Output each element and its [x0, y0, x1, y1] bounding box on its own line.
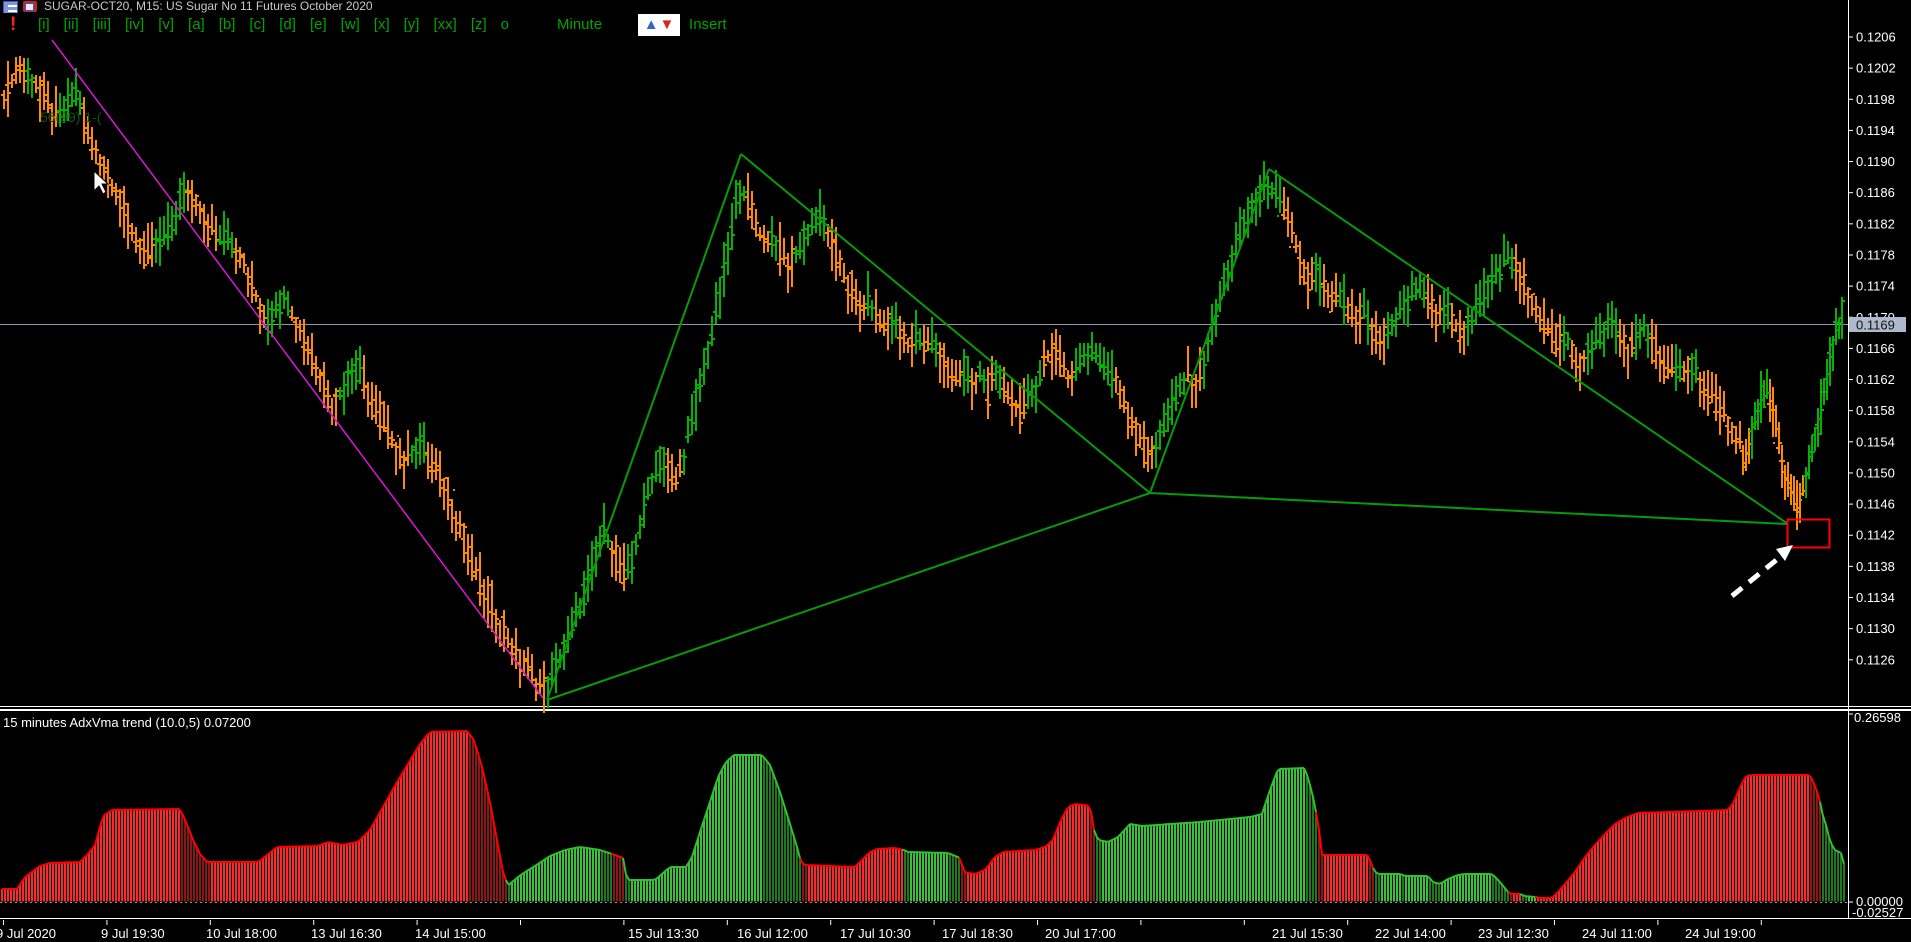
indicator-min-value: -0.02527 — [1852, 905, 1903, 920]
elliott-wave-labels: [i] [ii] [iii] [iv] [v] [a] [b] [c] [d] [e] [w] [x]… — [38, 16, 509, 33]
elliott-wave-label[interactable]: [ii] — [63, 16, 79, 33]
time-label: 16 Jul 12:00 — [737, 926, 808, 941]
svg-text:0.1158: 0.1158 — [1856, 403, 1895, 418]
zigzag-1-up — [546, 153, 742, 701]
svg-text:0.1190: 0.1190 — [1856, 154, 1895, 169]
elliott-wave-label[interactable]: [x] — [373, 16, 390, 33]
time-label: 20 Jul 17:00 — [1045, 926, 1116, 941]
elliott-wave-label[interactable]: [w] — [340, 16, 360, 33]
svg-text:0.1146: 0.1146 — [1856, 497, 1895, 512]
elliott-wave-label[interactable]: [v] — [158, 16, 175, 33]
elliott-wave-label[interactable]: [b] — [218, 16, 236, 33]
buy-sell-arrows-icon[interactable]: ▲ ▼ — [638, 13, 681, 36]
time-label: 17 Jul 18:30 — [942, 926, 1013, 941]
indicator-max-value: 0.26598 — [1854, 710, 1901, 725]
zigzag-2-down — [1268, 168, 1789, 525]
svg-text:0.1142: 0.1142 — [1856, 528, 1895, 543]
svg-text:0.1166: 0.1166 — [1856, 341, 1895, 356]
annotations[interactable]: 56(99) 1-( — [40, 109, 1831, 598]
svg-text:0.1202: 0.1202 — [1856, 61, 1896, 76]
current-price-value: 0.1169 — [1856, 318, 1895, 333]
time-label: 13 Jul 16:30 — [311, 926, 382, 941]
elliott-wave-label[interactable]: o — [500, 16, 510, 33]
downtrend-magenta — [51, 39, 544, 699]
elliott-wave-label[interactable]: [y] — [403, 16, 420, 33]
triangle-1-base — [546, 492, 1151, 701]
timeframe-label[interactable]: Minute — [557, 16, 603, 33]
dim-annotation-text: 56(99) 1-( — [40, 109, 102, 125]
mouse-cursor — [93, 169, 110, 195]
elliott-wave-label[interactable]: [a] — [188, 16, 205, 33]
indicator-panel[interactable]: 15 minutes AdxVma trend (10.0,5) 0.07200… — [0, 710, 1903, 920]
elliott-wave-label[interactable]: [iii] — [92, 16, 112, 33]
elliott-wave-label[interactable]: [e] — [309, 16, 327, 33]
svg-text:0.1162: 0.1162 — [1856, 372, 1895, 387]
elliott-wave-label[interactable]: [d] — [279, 16, 296, 33]
svg-text:0.1178: 0.1178 — [1856, 247, 1895, 262]
svg-text:0.1198: 0.1198 — [1856, 92, 1895, 107]
insert-menu-label[interactable]: Insert — [689, 16, 727, 33]
svg-text:0.1174: 0.1174 — [1856, 279, 1895, 294]
svg-text:0.1134: 0.1134 — [1856, 590, 1895, 605]
current-price-badge — [1849, 317, 1906, 332]
window-title: SUGAR-OCT20, M15: US Sugar No 11 Futures… — [44, 0, 373, 13]
up-arrow-icon: ▲ — [643, 16, 659, 33]
triangle-2-base — [1149, 492, 1788, 525]
time-label: 15 Jul 13:30 — [628, 926, 699, 941]
elliott-toolbar: ! [i] [ii] [iii] [iv] [v] [a] [b] [c] [d] [e] [w][… — [0, 12, 727, 37]
arrowhead — [1776, 545, 1793, 561]
elliott-wave-label[interactable]: [c] — [249, 16, 266, 33]
time-label: 23 Jul 12:30 — [1478, 926, 1549, 941]
svg-text:0.1150: 0.1150 — [1856, 465, 1895, 480]
time-label: 24 Jul 19:00 — [1685, 926, 1756, 941]
svg-text:0.1194: 0.1194 — [1856, 123, 1895, 138]
time-label: 21 Jul 15:30 — [1272, 926, 1343, 941]
spreadsheet-icon — [3, 1, 18, 13]
elliott-wave-label[interactable]: [xx] — [433, 16, 457, 33]
highlight-box — [1786, 518, 1831, 549]
indicator-zero-value: 0.00000 — [1856, 894, 1903, 909]
time-axis[interactable]: 9 Jul 2020 9 Jul 19:30 10 Jul 18:00 13 Jul … — [0, 920, 1762, 941]
zigzag-2-up — [1149, 168, 1270, 494]
indicator-label: 15 minutes AdxVma trend (10.0,5) 0.07200 — [3, 715, 251, 730]
time-label: 14 Jul 15:00 — [415, 926, 486, 941]
chart-app-icon — [23, 1, 37, 12]
time-label: 22 Jul 14:00 — [1375, 926, 1446, 941]
svg-text:0.1186: 0.1186 — [1856, 185, 1895, 200]
elliott-wave-label[interactable]: [z] — [470, 16, 487, 33]
svg-text:0.1206: 0.1206 — [1856, 30, 1896, 45]
time-label: 10 Jul 18:00 — [206, 926, 277, 941]
svg-text:0.1182: 0.1182 — [1856, 216, 1895, 231]
dashed-arrow — [1730, 555, 1782, 598]
zigzag-1-down — [740, 153, 1151, 494]
chart-frame — [0, 0, 1911, 919]
price-axis[interactable]: 0.1206 0.1202 0.1198 0.1194 0.1190 0.1186 0.11… — [1848, 30, 1906, 668]
elliott-wave-label[interactable]: [iv] — [125, 16, 145, 33]
svg-text:0.1154: 0.1154 — [1856, 434, 1895, 449]
time-label: 24 Jul 11:00 — [1582, 926, 1652, 941]
svg-text:0.1138: 0.1138 — [1856, 559, 1895, 574]
trend-lines[interactable] — [51, 39, 1789, 701]
time-label: 9 Jul 2020 — [0, 926, 56, 941]
time-label: 9 Jul 19:30 — [101, 926, 165, 941]
svg-text:0.1126: 0.1126 — [1856, 652, 1895, 667]
alert-icon: ! — [10, 13, 17, 35]
svg-text:0.1130: 0.1130 — [1856, 621, 1895, 636]
down-arrow-icon: ▼ — [659, 16, 675, 33]
window-titlebar: SUGAR-OCT20, M15: US Sugar No 11 Futures… — [0, 0, 1911, 13]
time-label: 17 Jul 10:30 — [840, 926, 911, 941]
price-bars[interactable] — [1, 56, 1845, 713]
elliott-wave-label[interactable]: [i] — [38, 16, 50, 33]
